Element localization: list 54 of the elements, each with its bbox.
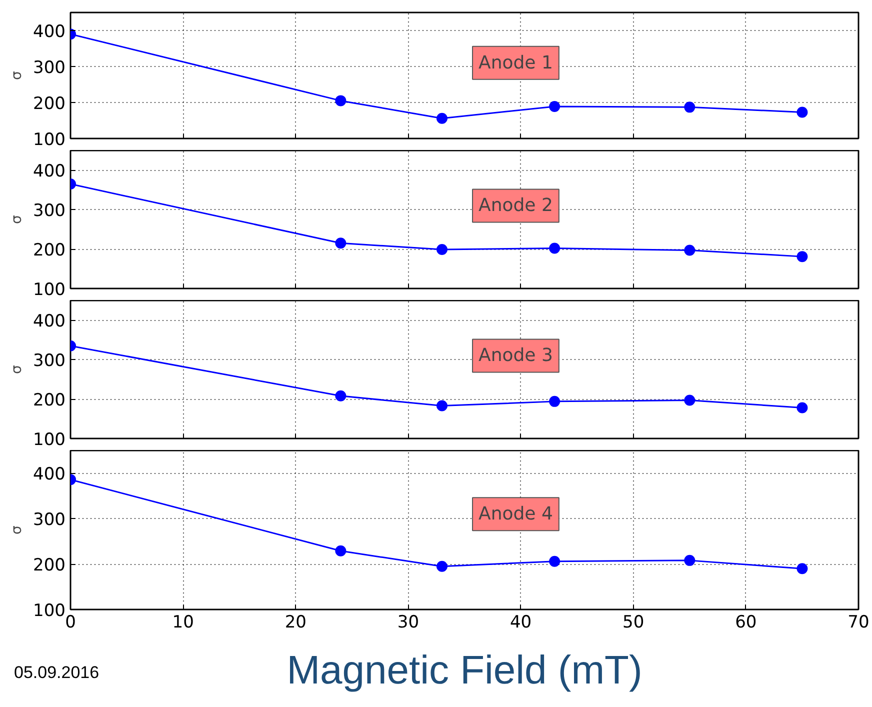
y-tick-label: 400 — [33, 22, 66, 42]
point — [549, 242, 560, 254]
point — [684, 554, 696, 566]
y-tick-label: 200 — [33, 556, 66, 576]
point — [796, 106, 808, 118]
point — [436, 244, 448, 255]
text: 05.09.2016 — [14, 662, 100, 684]
x-tick-label: 70 — [848, 612, 870, 632]
y-tick-label: 200 — [33, 94, 66, 114]
x-tick-label: 30 — [397, 612, 420, 632]
point — [436, 112, 448, 124]
y-tick-label: 200 — [33, 390, 66, 411]
point — [684, 244, 696, 256]
y-tick-label: 300 — [33, 351, 66, 372]
point — [684, 394, 696, 406]
annotation: Anode 1 — [478, 52, 553, 74]
point — [335, 545, 346, 556]
point — [335, 238, 346, 249]
x-tick-label: 0 — [65, 612, 76, 632]
annotation: Anode 4 — [478, 504, 553, 525]
x-tick-label: 10 — [172, 612, 194, 632]
annotation: Anode 2 — [478, 195, 553, 216]
annotation: Anode 3 — [478, 345, 553, 366]
x-tick-label: 60 — [735, 612, 757, 632]
point — [549, 396, 560, 407]
point — [436, 400, 448, 412]
point — [796, 563, 808, 574]
x-tick-label: 40 — [510, 612, 532, 632]
point — [796, 251, 808, 262]
point — [335, 390, 346, 402]
y-tick-label: 400 — [33, 312, 66, 332]
x-axis-title: Magnetic Field (mT) — [286, 648, 642, 692]
point — [684, 102, 696, 113]
y-axis-title: σ — [9, 214, 26, 224]
x-tick-label: 50 — [622, 612, 644, 632]
y-tick-label: 200 — [33, 240, 66, 261]
y-tick-label: 400 — [33, 464, 66, 485]
y-tick-label: 100 — [33, 280, 66, 300]
point — [549, 556, 560, 567]
y-axis-title: σ — [9, 70, 26, 80]
point — [335, 95, 346, 106]
y-tick-label: 400 — [33, 162, 66, 182]
y-tick-label: 100 — [33, 130, 66, 150]
point — [436, 560, 448, 572]
y-tick-label: 300 — [33, 510, 66, 530]
y-axis-title: σ — [9, 364, 26, 374]
y-axis-title: σ — [9, 525, 26, 534]
x-tick-label: 20 — [284, 612, 306, 632]
y-tick-label: 100 — [33, 601, 66, 621]
point — [796, 402, 808, 414]
y-tick-label: 300 — [33, 201, 66, 222]
y-tick-label: 300 — [33, 58, 66, 78]
y-tick-label: 100 — [33, 430, 66, 450]
point — [549, 100, 560, 112]
